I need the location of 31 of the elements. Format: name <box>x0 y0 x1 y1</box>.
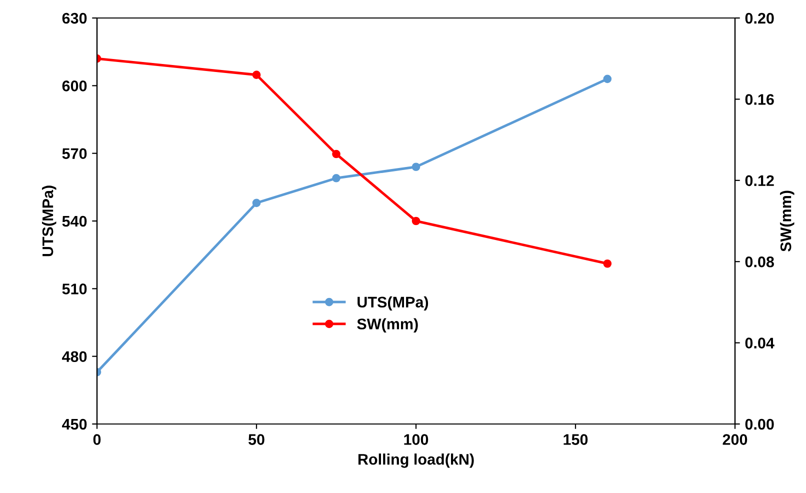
y2-tick-label: 0.16 <box>745 94 774 105</box>
y-tick-label: 450 <box>62 418 87 430</box>
point <box>332 150 340 158</box>
y2-axis-title: SW(mm) <box>780 190 794 252</box>
x-tick-label: 200 <box>722 434 748 445</box>
x-tick-label: 50 <box>248 434 264 445</box>
x-tick-label: 100 <box>404 434 428 445</box>
point <box>412 216 420 226</box>
y2-tick-label: 0.00 <box>745 418 774 430</box>
y2-tick-label: 0.20 <box>745 12 774 24</box>
point <box>412 162 420 172</box>
x-tick-label: 150 <box>564 434 588 445</box>
point <box>603 74 612 84</box>
legend-label: UTS(MPa) <box>358 296 428 311</box>
y-tick-label: 480 <box>62 351 87 362</box>
y-tick-label: 600 <box>62 80 87 92</box>
point <box>252 198 261 208</box>
x-axis-title: Rolling load(kN) <box>358 454 474 468</box>
x-tick-label: 0 <box>93 434 101 445</box>
y2-tick-label: 0.08 <box>745 256 774 268</box>
y-axis-title: UTS(MPa) <box>42 186 56 256</box>
point <box>252 70 261 80</box>
legend-label: SW(mm) <box>357 318 418 332</box>
y-tick-label: 570 <box>62 148 87 160</box>
y2-tick-label: 0.12 <box>745 175 774 186</box>
y2-tick-label: 0.04 <box>745 338 774 348</box>
y-tick-label: 630 <box>62 12 87 24</box>
y-tick-label: 540 <box>62 216 87 227</box>
point <box>603 259 612 268</box>
point <box>332 174 340 182</box>
y-tick-label: 510 <box>62 284 87 294</box>
